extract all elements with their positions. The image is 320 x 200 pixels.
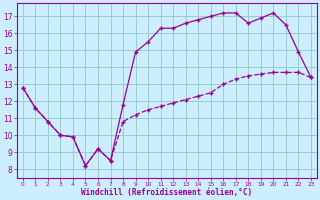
X-axis label: Windchill (Refroidissement éolien,°C): Windchill (Refroidissement éolien,°C) [81,188,252,197]
